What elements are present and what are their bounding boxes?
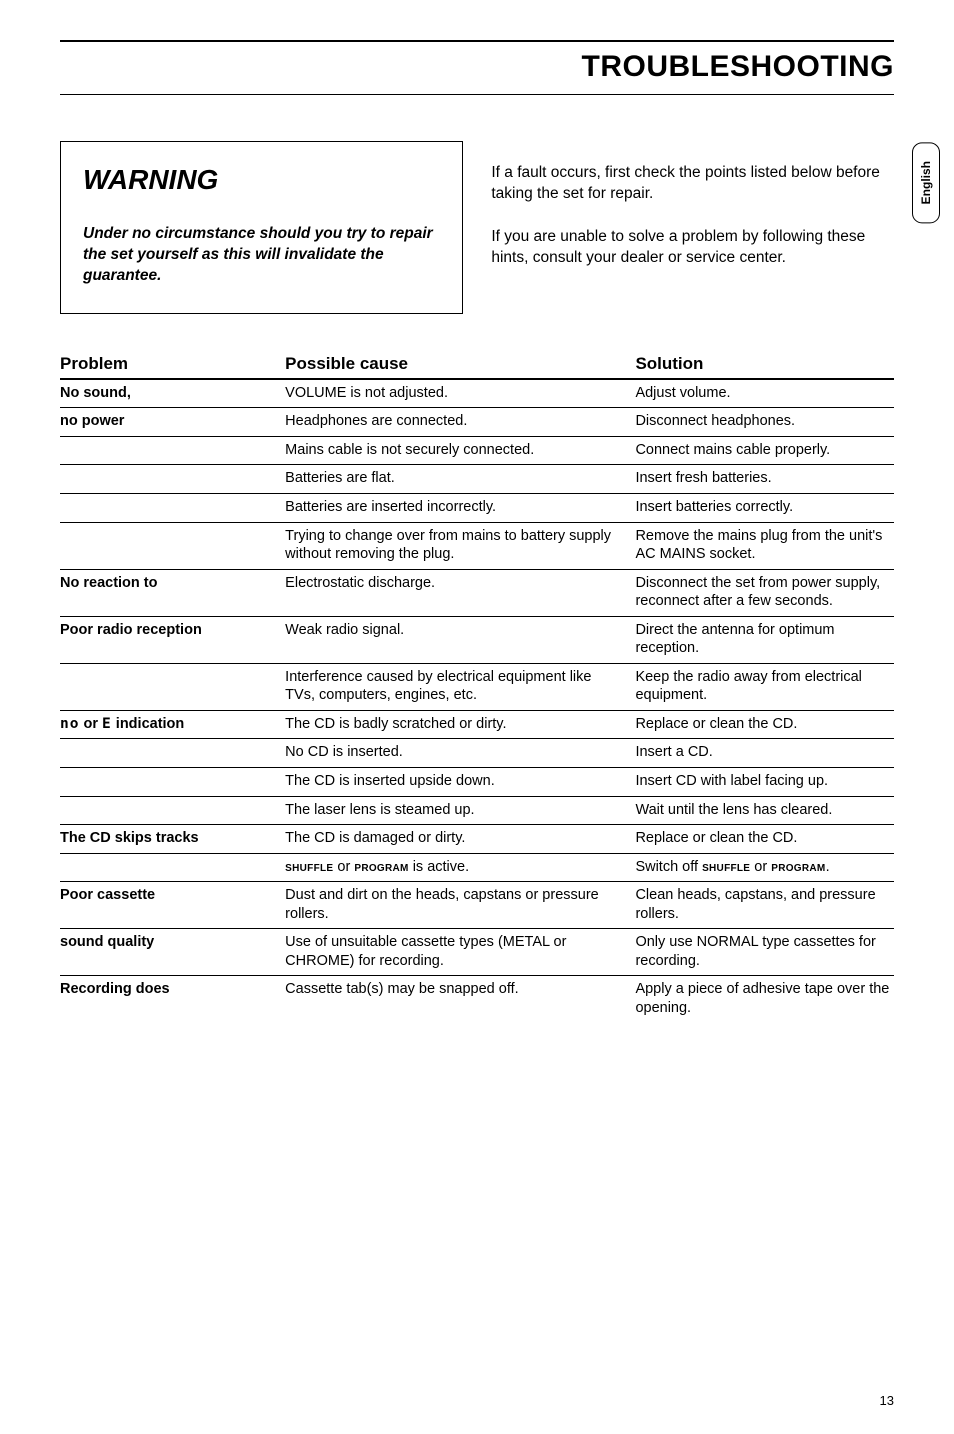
cell-problem (60, 801, 285, 820)
th-problem: Problem (60, 354, 285, 374)
warning-right-p2: If you are unable to solve a problem by … (491, 227, 894, 269)
cell-problem (60, 743, 285, 762)
cell-problem (60, 772, 285, 791)
table-row: The CD is inserted upside down.Insert CD… (60, 768, 894, 797)
cell-cause: Dust and dirt on the heads, capstans or … (285, 886, 635, 923)
page-title: TROUBLESHOOTING (60, 50, 894, 84)
table-row: Poor radio receptionWeak radio signal.Di… (60, 617, 894, 664)
warning-box: WARNING Under no circumstance should you… (60, 141, 463, 314)
troubleshooting-table: Problem Possible cause Solution No sound… (60, 354, 894, 1023)
table-row: Poor cassetteDust and dirt on the heads,… (60, 882, 894, 929)
cell-cause: Mains cable is not securely connected. (285, 441, 635, 460)
table-row: no powerHeadphones are connected.Disconn… (60, 408, 894, 437)
cell-solution: Connect mains cable properly. (635, 441, 894, 460)
table-row: Batteries are inserted incorrectly.Inser… (60, 494, 894, 523)
cell-cause: Interference caused by electrical equipm… (285, 668, 635, 705)
cell-cause: Headphones are connected. (285, 412, 635, 431)
cell-cause: Trying to change over from mains to batt… (285, 527, 635, 564)
cell-problem: Poor cassette (60, 886, 285, 923)
cell-cause: Electrostatic discharge. (285, 574, 635, 611)
cell-cause: shuffle or program is active. (285, 858, 635, 877)
cell-problem (60, 469, 285, 488)
cell-cause: VOLUME is not adjusted. (285, 384, 635, 403)
table-body: No sound,VOLUME is not adjusted.Adjust v… (60, 380, 894, 1023)
cell-solution: Replace or clean the CD. (635, 715, 894, 734)
th-solution: Solution (635, 354, 894, 374)
cell-problem: sound quality (60, 933, 285, 970)
cell-problem: no power (60, 412, 285, 431)
cell-problem (60, 441, 285, 460)
th-cause: Possible cause (285, 354, 635, 374)
cell-cause: Batteries are flat. (285, 469, 635, 488)
table-row: Recording doesCassette tab(s) may be sna… (60, 976, 894, 1022)
warning-right-p1: If a fault occurs, first check the point… (491, 163, 894, 205)
table-row: no or E indicationThe CD is badly scratc… (60, 711, 894, 740)
cell-solution: Remove the mains plug from the unit's AC… (635, 527, 894, 564)
cell-cause: Weak radio signal. (285, 621, 635, 658)
cell-cause: Cassette tab(s) may be snapped off. (285, 980, 635, 1017)
cell-solution: Switch off shuffle or program. (635, 858, 894, 877)
warning-body: Under no circumstance should you try to … (83, 224, 440, 287)
table-row: Batteries are flat.Insert fresh batterie… (60, 465, 894, 494)
cell-cause: Batteries are inserted incorrectly. (285, 498, 635, 517)
cell-cause: The CD is badly scratched or dirty. (285, 715, 635, 734)
cell-problem (60, 668, 285, 705)
cell-solution: Insert batteries correctly. (635, 498, 894, 517)
cell-problem (60, 858, 285, 877)
cell-cause: Use of unsuitable cassette types (METAL … (285, 933, 635, 970)
cell-solution: Wait until the lens has cleared. (635, 801, 894, 820)
cell-cause: The CD is damaged or dirty. (285, 829, 635, 848)
cell-cause: The CD is inserted upside down. (285, 772, 635, 791)
table-row: No sound,VOLUME is not adjusted.Adjust v… (60, 380, 894, 409)
cell-solution: Keep the radio away from electrical equi… (635, 668, 894, 705)
cell-problem: The CD skips tracks (60, 829, 285, 848)
cell-cause: The laser lens is steamed up. (285, 801, 635, 820)
cell-problem: No reaction to (60, 574, 285, 611)
table-row: shuffle or program is active.Switch off … (60, 854, 894, 883)
cell-solution: Insert fresh batteries. (635, 469, 894, 488)
cell-problem: Poor radio reception (60, 621, 285, 658)
warning-right: If a fault occurs, first check the point… (491, 141, 894, 314)
cell-solution: Apply a piece of adhesive tape over the … (635, 980, 894, 1017)
language-tab: English (912, 142, 940, 223)
table-row: The CD skips tracksThe CD is damaged or … (60, 825, 894, 854)
cell-solution: Insert a CD. (635, 743, 894, 762)
cell-solution: Replace or clean the CD. (635, 829, 894, 848)
cell-solution: Clean heads, capstans, and pressure roll… (635, 886, 894, 923)
table-row: Interference caused by electrical equipm… (60, 664, 894, 711)
table-row: sound qualityUse of unsuitable cassette … (60, 929, 894, 976)
cell-problem: No sound, (60, 384, 285, 403)
cell-solution: Disconnect the set from power supply, re… (635, 574, 894, 611)
table-row: Trying to change over from mains to batt… (60, 523, 894, 570)
warning-heading: WARNING (83, 164, 440, 196)
cell-solution: Insert CD with label facing up. (635, 772, 894, 791)
cell-problem: no or E indication (60, 715, 285, 734)
table-row: The laser lens is steamed up.Wait until … (60, 797, 894, 826)
cell-solution: Adjust volume. (635, 384, 894, 403)
cell-solution: Disconnect headphones. (635, 412, 894, 431)
cell-problem: Recording does (60, 980, 285, 1017)
table-row: No reaction toElectrostatic discharge.Di… (60, 570, 894, 617)
table-header-row: Problem Possible cause Solution (60, 354, 894, 380)
cell-problem (60, 527, 285, 564)
table-row: No CD is inserted.Insert a CD. (60, 739, 894, 768)
warning-row: WARNING Under no circumstance should you… (60, 141, 894, 314)
cell-problem (60, 498, 285, 517)
page-number: 13 (880, 1393, 894, 1408)
cell-solution: Only use NORMAL type cassettes for recor… (635, 933, 894, 970)
cell-cause: No CD is inserted. (285, 743, 635, 762)
cell-solution: Direct the antenna for optimum reception… (635, 621, 894, 658)
page-header: TROUBLESHOOTING (60, 40, 894, 95)
table-row: Mains cable is not securely connected.Co… (60, 437, 894, 466)
